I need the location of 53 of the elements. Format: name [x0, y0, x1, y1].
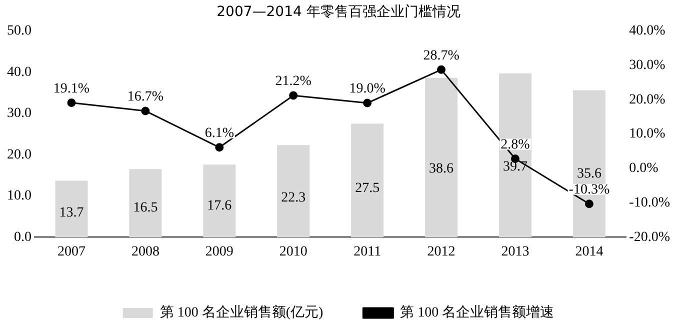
data-label: 16.5 [133, 200, 158, 216]
bar [203, 164, 236, 238]
legend-label: 第 100 名企业销售额增速 [400, 304, 554, 321]
y2-tick-label: 0.0% [629, 161, 659, 176]
chart-title: 2007—2014 年零售百强企业门槛情况 [216, 4, 460, 20]
x-tick-label: 2009 [205, 244, 234, 260]
point [141, 106, 150, 116]
y-tick-label: 20.0 [7, 147, 32, 162]
x-tick-label: 2012 [427, 244, 456, 260]
y-tick-label: 10.0 [7, 188, 32, 204]
data-label: 16.7% [127, 90, 164, 105]
data-label: 21.2% [275, 74, 312, 90]
point [584, 200, 594, 208]
data-label: 6.1% [204, 126, 234, 142]
y2-tick-label: 30.0% [629, 58, 666, 73]
data-label: 13.7 [59, 206, 84, 221]
data-label: -10.3% [568, 182, 610, 198]
bar [129, 169, 162, 238]
data-label: 19.0% [349, 82, 386, 97]
point [289, 91, 298, 100]
y2-tick-label: -20.0% [629, 230, 670, 245]
y2-tick-label: 40.0% [629, 23, 666, 38]
point [437, 65, 446, 74]
x-tick-label: 2008 [131, 244, 160, 260]
bar [425, 78, 458, 238]
data-label: 2.8% [500, 137, 530, 152]
y-tick-label: 40.0 [7, 64, 32, 80]
x-tick-label: 2010 [279, 244, 308, 260]
data-label: 27.5 [355, 181, 380, 196]
bar [277, 145, 310, 238]
legend-label: 第 100 名企业销售额(亿元) [160, 304, 324, 321]
data-label: 28.7% [423, 48, 460, 64]
bar [351, 124, 384, 238]
x-tick-label: 2011 [354, 244, 382, 260]
x-tick-label: 2007 [57, 244, 86, 260]
point [363, 98, 372, 108]
y2-tick-label: 20.0% [629, 92, 666, 108]
y2-tick-label: -10.0% [629, 195, 670, 210]
x-tick-label: 2013 [501, 244, 530, 260]
data-label: 22.3 [281, 190, 306, 206]
point [67, 98, 76, 107]
bar [498, 73, 532, 238]
x-tick-label: 2014 [575, 244, 604, 260]
data-label: 19.1% [53, 81, 90, 96]
y-tick-label: 0.0 [14, 230, 32, 245]
y-tick-label: 30.0 [7, 106, 32, 122]
data-label: 35.6 [576, 166, 602, 182]
data-label: 38.6 [429, 161, 454, 176]
point [215, 143, 224, 152]
data-label: 17.6 [207, 198, 232, 214]
y2-tick-label: 10.0% [629, 126, 666, 142]
y-tick-label: 50.0 [7, 23, 32, 38]
bar [55, 180, 88, 238]
